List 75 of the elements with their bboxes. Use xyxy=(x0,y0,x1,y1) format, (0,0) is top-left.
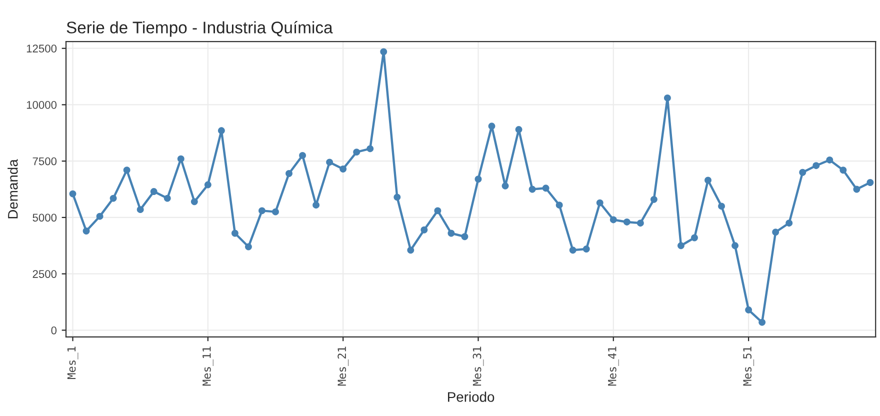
point xyxy=(866,179,874,186)
point xyxy=(732,242,739,250)
point xyxy=(326,158,334,166)
point xyxy=(110,194,117,202)
point xyxy=(569,246,576,254)
point xyxy=(286,170,292,177)
point xyxy=(164,194,171,202)
point xyxy=(758,318,766,326)
point xyxy=(272,208,279,216)
point xyxy=(420,226,428,234)
point xyxy=(258,207,266,214)
point xyxy=(853,186,860,193)
point xyxy=(623,218,630,226)
point xyxy=(244,243,252,250)
y-axis-title: Demanda xyxy=(8,159,18,218)
point xyxy=(488,122,496,130)
point xyxy=(704,176,712,184)
point xyxy=(407,246,414,254)
y-tick-label: 10000 xyxy=(26,101,57,109)
point xyxy=(582,246,590,252)
point xyxy=(434,207,442,214)
y-tick-label: 5000 xyxy=(32,214,57,222)
point xyxy=(394,194,401,201)
point xyxy=(353,148,360,156)
point xyxy=(218,127,225,134)
x-tick-label: Mes_1 xyxy=(67,346,78,379)
point xyxy=(812,162,820,170)
point xyxy=(542,184,550,192)
point xyxy=(826,156,834,164)
point xyxy=(474,176,482,183)
y-tick-label: 7500 xyxy=(32,157,57,166)
point xyxy=(96,212,104,220)
point xyxy=(799,168,806,176)
point xyxy=(691,234,698,242)
point xyxy=(610,216,617,224)
point xyxy=(204,181,212,188)
point xyxy=(745,306,752,314)
x-tick-label: Mes_21 xyxy=(338,346,349,386)
point xyxy=(123,166,130,174)
point xyxy=(528,186,536,193)
point xyxy=(678,242,684,250)
point xyxy=(340,166,347,172)
point xyxy=(177,155,184,162)
chart-title: Serie de Tiempo - Industria Química xyxy=(66,20,333,37)
point xyxy=(82,228,90,234)
y-tick-label: 12500 xyxy=(26,44,57,52)
point xyxy=(664,94,671,102)
y-tick-label: 0 xyxy=(51,326,57,334)
point xyxy=(772,228,780,236)
point xyxy=(299,152,306,159)
point xyxy=(380,48,388,56)
x-tick-label: Mes_51 xyxy=(743,346,754,386)
point xyxy=(650,196,658,203)
point xyxy=(69,190,76,198)
point xyxy=(718,202,725,210)
point xyxy=(231,230,238,237)
point xyxy=(461,233,468,240)
x-axis-title: Periodo xyxy=(448,392,494,402)
point xyxy=(136,206,144,214)
point xyxy=(190,198,198,206)
point xyxy=(556,202,563,209)
point xyxy=(636,220,644,227)
point xyxy=(502,182,509,190)
point xyxy=(515,126,522,134)
y-tick-label: 2500 xyxy=(32,270,57,278)
point xyxy=(840,166,847,174)
point xyxy=(150,188,158,196)
x-tick-label: Mes_41 xyxy=(608,346,619,386)
x-tick-label: Mes_11 xyxy=(202,346,214,386)
x-tick-label: Mes_31 xyxy=(472,346,484,386)
point xyxy=(312,202,320,209)
point xyxy=(596,199,604,206)
point xyxy=(448,230,455,237)
point xyxy=(786,220,793,227)
point xyxy=(366,145,374,152)
